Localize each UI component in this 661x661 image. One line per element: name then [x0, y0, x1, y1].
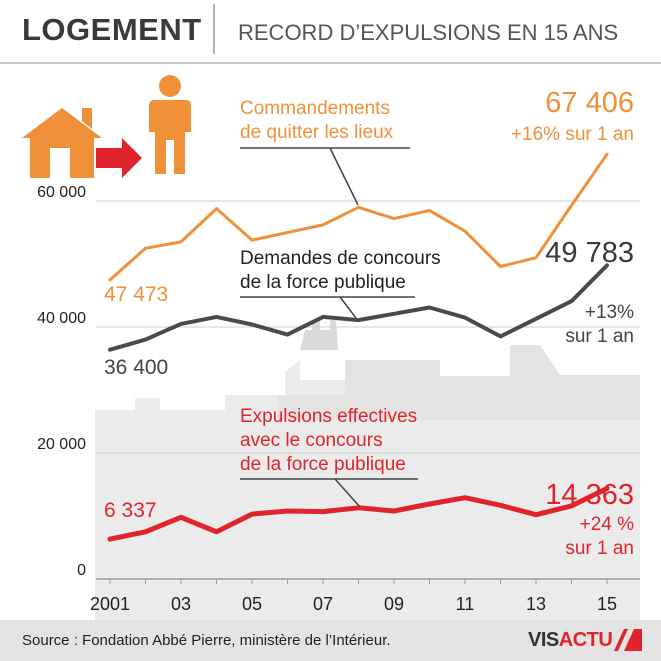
source-note: Source : Fondation Abbé Pierre, ministèr… [22, 632, 391, 649]
arrow-right-icon [96, 138, 142, 178]
y-tick-label: 40 000 [37, 310, 86, 327]
person-icon [149, 75, 191, 174]
x-axis-ticks: 2001 03 05 07 09 11 13 15 [90, 579, 617, 614]
series-name-label: Demandes de concours [240, 248, 441, 269]
logo-text-right: ACTU [558, 629, 613, 651]
x-tick-label: 03 [171, 594, 191, 614]
series-change-label: +13% [585, 302, 634, 323]
series-name-label: Commandements [240, 98, 390, 119]
logo-text-left: VIS [528, 629, 559, 651]
title-separator [213, 4, 215, 54]
page-title: LOGEMENT [22, 12, 202, 47]
y-axis-ticks: 0 20 000 40 000 60 000 [37, 184, 86, 579]
leader-line [334, 478, 361, 508]
x-tick-label: 15 [597, 594, 617, 614]
series-line [108, 263, 609, 352]
annotation-layer: Commandements de quitter les lieux 47 473 6… [104, 87, 634, 559]
y-tick-label: 20 000 [37, 436, 86, 453]
series-end-label: 14 363 [545, 479, 634, 511]
leader-line [339, 296, 357, 319]
series-start-label: 36 400 [104, 356, 168, 379]
x-tick-label: 13 [526, 594, 546, 614]
background-buildings-illustration [95, 320, 640, 620]
leader-line [329, 147, 359, 206]
series-start-label: 6 337 [104, 499, 157, 522]
page-subtitle: RECORD D’EXPULSIONS EN 15 ANS [238, 20, 619, 45]
series-change-label: sur 1 an [565, 326, 634, 347]
x-tick-label: 2001 [90, 594, 130, 614]
footer: Source : Fondation Abbé Pierre, ministèr… [0, 620, 661, 661]
series-name-label: avec le concours [240, 430, 383, 451]
series-end-label: 49 783 [545, 237, 634, 269]
series-layer [107, 152, 610, 542]
series-change-label: +24 % [580, 514, 635, 535]
x-tick-label: 11 [456, 594, 475, 614]
header: LOGEMENT RECORD D’EXPULSIONS EN 15 ANS [0, 0, 661, 64]
y-tick-label: 0 [77, 562, 86, 579]
house-icon [22, 108, 102, 178]
brand-logo: VISACTU [528, 629, 613, 652]
series-name-label: Expulsions effectives [240, 406, 417, 427]
series-end-label: 67 406 [545, 87, 634, 119]
line-chart: 0 20 000 40 000 60 000 2001 03 05 07 09 11 13 15 C… [22, 75, 640, 620]
x-tick-label: 05 [242, 594, 262, 614]
y-tick-label: 60 000 [37, 184, 86, 201]
series-start-label: 47 473 [104, 283, 168, 306]
series-line [108, 152, 609, 282]
series-line [107, 486, 610, 542]
chart-grid [96, 200, 640, 580]
x-tick-label: 09 [384, 594, 404, 614]
series-name-label: de la force publique [240, 454, 406, 475]
logo-mark-icon [614, 629, 642, 651]
series-change-label: sur 1 an [565, 538, 634, 559]
header-rule [0, 62, 661, 64]
x-tick-label: 07 [313, 594, 333, 614]
series-name-label: de quitter les lieux [240, 122, 394, 143]
series-name-label: de la force publique [240, 272, 406, 293]
series-change-label: +16% sur 1 an [511, 124, 634, 145]
